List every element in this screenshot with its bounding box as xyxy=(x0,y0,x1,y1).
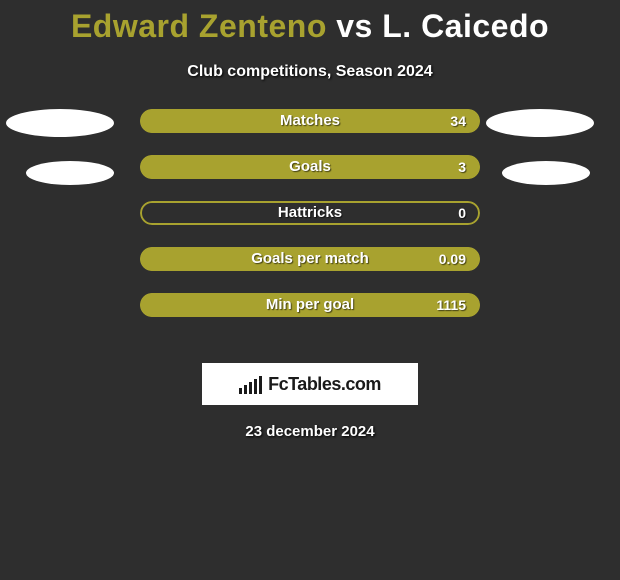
stat-row-label: Hattricks xyxy=(140,201,480,225)
stat-row: Min per goal1115 xyxy=(140,293,480,317)
stat-row: Hattricks0 xyxy=(140,201,480,225)
logo-bars-icon xyxy=(239,374,262,394)
subtitle: Club competitions, Season 2024 xyxy=(0,63,620,81)
logo-bar xyxy=(249,382,252,394)
player-placeholder-ellipse xyxy=(6,109,114,137)
fctables-logo: FcTables.com xyxy=(202,363,418,405)
stat-row: Matches34 xyxy=(140,109,480,133)
title-player-right: L. Caicedo xyxy=(382,8,549,44)
stat-row: Goals per match0.09 xyxy=(140,247,480,271)
logo-bar xyxy=(239,388,242,394)
stat-row-value: 34 xyxy=(450,109,466,133)
player-placeholder-ellipse xyxy=(486,109,594,137)
player-placeholder-ellipse xyxy=(502,161,590,185)
stat-row-label: Goals xyxy=(140,155,480,179)
date-label: 23 december 2024 xyxy=(0,423,620,440)
stat-row-label: Min per goal xyxy=(140,293,480,317)
logo-bar xyxy=(244,385,247,394)
logo-bar xyxy=(254,379,257,394)
stat-row-value: 3 xyxy=(458,155,466,179)
stat-row-value: 0 xyxy=(458,201,466,225)
title-vs: vs xyxy=(336,8,373,44)
logo-text: FcTables.com xyxy=(268,374,381,395)
page-title: Edward Zenteno vs L. Caicedo xyxy=(0,0,620,45)
title-player-left: Edward Zenteno xyxy=(71,8,327,44)
stat-rows: Matches34 Goals3 Hattricks0 Goals per match… xyxy=(140,109,480,339)
comparison-chart: Matches34 Goals3 Hattricks0 Goals per match… xyxy=(0,109,620,349)
stat-row-label: Goals per match xyxy=(140,247,480,271)
stat-row-value: 0.09 xyxy=(439,247,466,271)
player-placeholder-ellipse xyxy=(26,161,114,185)
stat-row: Goals3 xyxy=(140,155,480,179)
logo-bar xyxy=(259,376,262,394)
stat-row-value: 1115 xyxy=(436,293,466,317)
stat-row-label: Matches xyxy=(140,109,480,133)
